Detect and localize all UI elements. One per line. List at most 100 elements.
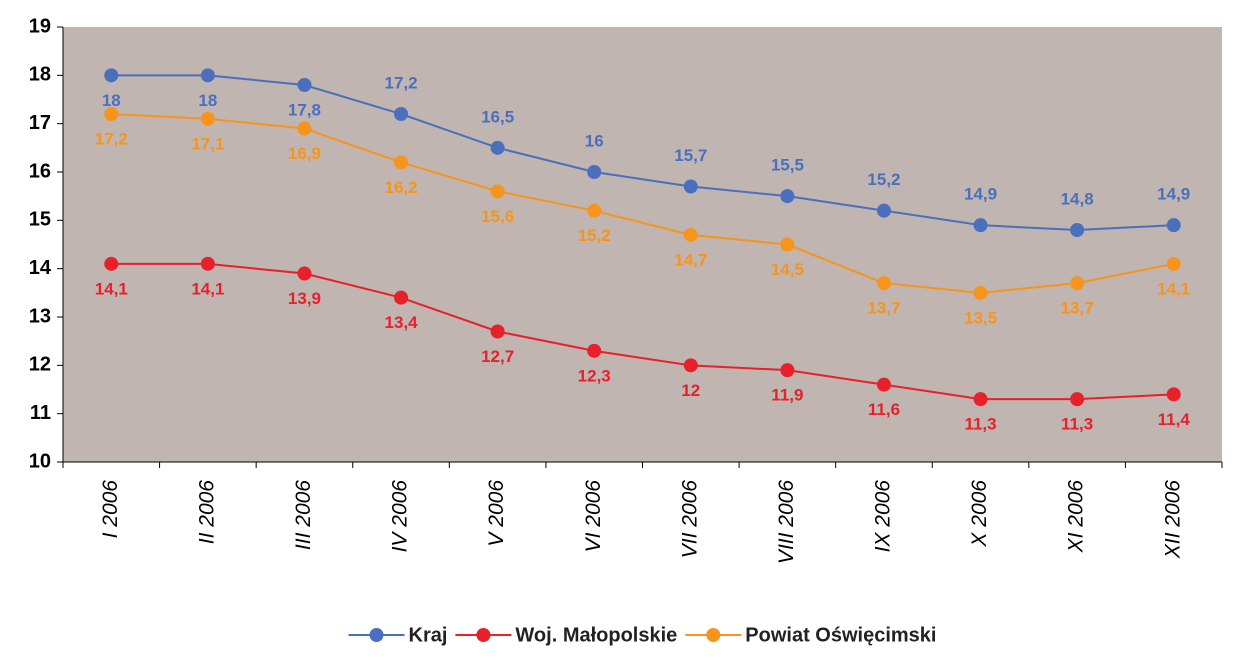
legend: Kraj Woj. Małopolskie Powiat Oświęcimski	[348, 624, 936, 646]
data-label: 16,2	[384, 178, 417, 197]
data-point	[780, 189, 795, 204]
data-point	[683, 358, 698, 373]
data-label: 13,5	[964, 308, 997, 327]
data-label: 17,8	[288, 100, 321, 119]
data-point	[780, 237, 795, 252]
y-tick-label: 15	[29, 209, 51, 231]
data-point	[200, 256, 215, 271]
series-line	[111, 262, 1174, 401]
data-label: 15,7	[674, 146, 707, 165]
data-point	[394, 155, 409, 170]
data-point	[490, 140, 505, 155]
data-label: 18	[102, 91, 121, 110]
y-tick-label: 19	[29, 15, 51, 37]
legend-label: Kraj	[409, 624, 448, 646]
y-tick-label: 11	[30, 402, 51, 424]
data-point	[104, 256, 119, 271]
data-point	[490, 184, 505, 199]
data-label: 18	[198, 91, 217, 110]
data-point	[1070, 223, 1085, 237]
y-tick-label: 13	[29, 305, 51, 327]
legend-marker	[476, 628, 491, 642]
y-tick-label: 12	[29, 354, 51, 376]
x-tick-label: XI 2006	[1065, 480, 1088, 554]
data-label: 13,7	[1061, 299, 1094, 318]
data-label: 12,3	[578, 366, 611, 385]
data-label: 15,2	[867, 170, 900, 189]
data-point	[490, 324, 505, 339]
data-label: 14,1	[191, 279, 224, 298]
legend-marker	[706, 628, 721, 642]
data-point	[104, 68, 119, 83]
data-point	[104, 107, 119, 121]
data-point	[973, 285, 988, 300]
series-line	[111, 74, 1174, 232]
data-label: 11,3	[1061, 415, 1093, 434]
data-point	[683, 179, 698, 194]
data-label: 15,5	[771, 156, 804, 175]
data-point	[297, 78, 312, 92]
series-line	[111, 113, 1174, 294]
data-point	[973, 392, 988, 407]
data-label: 17,2	[384, 73, 417, 92]
data-label: 11,9	[771, 386, 803, 405]
y-tick-label: 17	[29, 112, 51, 134]
x-tick-label: III 2006	[292, 480, 315, 550]
data-label: 13,4	[384, 313, 418, 332]
data-label: 12,7	[481, 347, 514, 366]
y-tick-label: 10	[29, 450, 51, 472]
data-label: 14,1	[1157, 279, 1190, 298]
data-point	[1166, 218, 1181, 233]
legend-item: Woj. Małopolskie	[455, 624, 677, 646]
data-label: 16,5	[481, 107, 514, 126]
legend-marker	[369, 628, 384, 642]
data-point	[876, 276, 891, 291]
x-tick-label: IV 2006	[389, 480, 412, 553]
x-tick-label: VIII 2006	[775, 480, 798, 564]
x-tick-label: V 2006	[485, 480, 508, 547]
x-tick-label: II 2006	[195, 480, 218, 545]
data-label: 14,9	[1157, 185, 1190, 204]
data-point	[394, 290, 409, 305]
data-point	[200, 68, 215, 83]
x-tick-label: I 2006	[99, 480, 122, 539]
x-tick-label: X 2006	[968, 480, 991, 548]
plot-area	[63, 27, 1222, 462]
data-point	[587, 165, 602, 179]
data-label: 14,1	[95, 279, 128, 298]
data-point	[1070, 392, 1085, 407]
data-point	[1166, 387, 1181, 402]
data-label: 17,2	[95, 129, 128, 148]
data-point	[973, 218, 988, 233]
data-point	[587, 343, 602, 358]
data-label: 13,7	[867, 299, 900, 318]
data-label: 14,9	[964, 185, 997, 204]
legend-item: Kraj	[348, 624, 448, 646]
x-tick-label: IX 2006	[872, 480, 895, 553]
y-tick-label: 16	[29, 160, 51, 182]
data-point	[394, 107, 409, 121]
data-label: 12	[681, 381, 700, 400]
legend-item: Powiat Oświęcimski	[685, 624, 936, 646]
x-tick-label: VII 2006	[678, 480, 701, 559]
data-point	[297, 266, 312, 281]
data-label: 16	[585, 131, 604, 150]
data-label: 11,6	[868, 400, 900, 419]
data-point	[683, 227, 698, 242]
data-point	[297, 121, 312, 136]
data-point	[1070, 276, 1085, 291]
legend-label: Powiat Oświęcimski	[745, 624, 936, 646]
x-tick-label: XII 2006	[1161, 480, 1184, 560]
data-label: 17,1	[191, 134, 224, 153]
data-label: 11,4	[1158, 410, 1191, 429]
data-label: 15,2	[578, 226, 611, 245]
y-tick-label: 18	[29, 64, 51, 86]
data-label: 11,3	[964, 415, 996, 434]
data-label: 13,9	[288, 289, 321, 308]
data-label: 14,5	[771, 260, 804, 279]
data-point	[876, 203, 891, 218]
y-tick-label: 14	[29, 257, 52, 279]
x-tick-label: VI 2006	[582, 480, 605, 553]
data-label: 15,6	[481, 207, 514, 226]
